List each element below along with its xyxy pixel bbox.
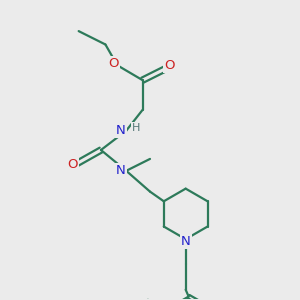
Text: N: N bbox=[116, 164, 126, 177]
Text: O: O bbox=[68, 158, 78, 171]
Text: H: H bbox=[131, 123, 140, 133]
Text: N: N bbox=[181, 235, 190, 248]
Text: O: O bbox=[109, 57, 119, 70]
Text: N: N bbox=[116, 124, 126, 137]
Text: O: O bbox=[164, 59, 175, 72]
